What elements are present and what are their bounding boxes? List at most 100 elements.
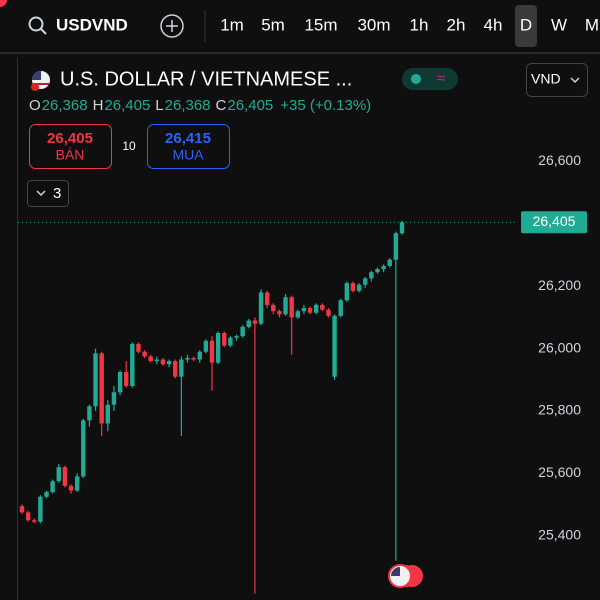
interval[interactable]: 1h [410, 15, 429, 34]
add-symbol-button[interactable] [160, 14, 184, 38]
candle-body [81, 420, 86, 477]
event-flags[interactable] [388, 564, 423, 588]
candle-body [387, 259, 392, 266]
candle-body [356, 284, 362, 291]
buy-price: 26,415 [165, 130, 211, 147]
candle-body [166, 361, 172, 365]
add-circle [160, 14, 184, 38]
interval[interactable]: 15m [304, 15, 337, 34]
ohlc-value: 26,405 [227, 97, 273, 114]
candle-body [32, 520, 37, 522]
candle-body [44, 492, 49, 497]
flag-vn [31, 83, 39, 91]
candle-body [381, 265, 386, 270]
candle-body [154, 359, 160, 362]
delayed-icon: ≈ [437, 70, 445, 87]
candle-body [99, 353, 104, 424]
candle-body [87, 406, 92, 421]
candle-body [375, 269, 380, 273]
notification-dot [0, 0, 7, 7]
candle-body [228, 337, 233, 346]
y-tick-label: 26,200 [538, 277, 581, 293]
buy-button[interactable] [147, 124, 230, 169]
dropdown-caret [570, 77, 580, 84]
interval[interactable]: 2h [447, 15, 466, 34]
candle-body [142, 351, 147, 357]
currency-dropdown[interactable] [526, 63, 588, 97]
candle-body [197, 351, 202, 360]
candle-body [191, 357, 196, 360]
candle-body [295, 311, 301, 318]
candle-body [123, 372, 129, 387]
candle-body [258, 292, 264, 324]
candle-body [350, 283, 356, 291]
event-flag-canton [391, 567, 400, 576]
candle-body [313, 304, 319, 313]
candle-body [307, 308, 313, 313]
candle-body [25, 512, 31, 521]
candle-body [136, 343, 141, 352]
candle-body [160, 359, 166, 365]
sell-label: BÁN [56, 147, 85, 163]
interval[interactable]: W [551, 15, 567, 34]
candle-body [363, 278, 368, 285]
candle-body [74, 476, 80, 491]
candle-body [393, 233, 399, 260]
candle-body [105, 404, 111, 424]
candle-body [277, 311, 282, 315]
interval[interactable]: D [520, 15, 532, 34]
candle-body [234, 336, 239, 338]
flag-icon [31, 71, 50, 91]
y-tick-label: 26,000 [538, 339, 581, 355]
plot: 25,40025,60025,80026,00026,20026,40026,6… [18, 152, 587, 594]
search-icon[interactable] [28, 16, 47, 35]
candle-body [179, 359, 184, 377]
symbol-title: U.S. DOLLAR / VIETNAMESE ... [60, 68, 352, 90]
buy-label: MUA [172, 147, 204, 163]
candle-body [117, 372, 123, 393]
ohlc-value: 26,405 [104, 97, 150, 114]
candle-body [56, 467, 61, 482]
ohlc-row: O 26,368 H 26,405 L 26,368 C 26,405 [29, 97, 273, 114]
interval[interactable]: 5m [261, 15, 285, 34]
candle-body [93, 353, 98, 407]
change: +35 (+0.13%) [280, 97, 371, 114]
interval[interactable]: 30m [357, 15, 390, 34]
status-pill[interactable] [402, 68, 458, 90]
candle-body [19, 506, 25, 513]
spread: 10 [122, 139, 136, 153]
candle-body [185, 357, 190, 360]
indicators-toggle[interactable] [27, 180, 69, 207]
candle-body [38, 496, 43, 522]
candle-body [222, 333, 227, 346]
active-interval-bg [515, 5, 537, 47]
candle-body [264, 292, 270, 305]
interval[interactable]: M [585, 15, 599, 34]
interval[interactable]: 1m [220, 15, 244, 34]
candle-body [338, 300, 343, 316]
interval[interactable]: 4h [484, 15, 503, 34]
candle-body [283, 297, 288, 315]
candle-body [148, 356, 153, 362]
candle-body [369, 272, 374, 279]
ohlc-label: C [216, 97, 227, 114]
toolbar [0, 0, 600, 52]
candle-body [209, 340, 215, 363]
candle-body [240, 326, 245, 337]
candle-body [203, 340, 209, 352]
candle-body [111, 392, 117, 405]
indicators-count: 3 [53, 185, 61, 202]
market-open-dot [411, 74, 421, 84]
candle-body [252, 320, 258, 324]
candle-body [332, 315, 337, 377]
search-handle [40, 28, 47, 35]
interval-bar: 1m 5m 15m 30m 1h 2h 4h D W M [220, 5, 599, 47]
candle-body [62, 467, 68, 486]
sell-button[interactable] [29, 124, 112, 169]
symbol[interactable]: USDVND [56, 15, 128, 34]
candle-body [320, 304, 325, 310]
ohlc-value: 26,368 [165, 97, 211, 114]
